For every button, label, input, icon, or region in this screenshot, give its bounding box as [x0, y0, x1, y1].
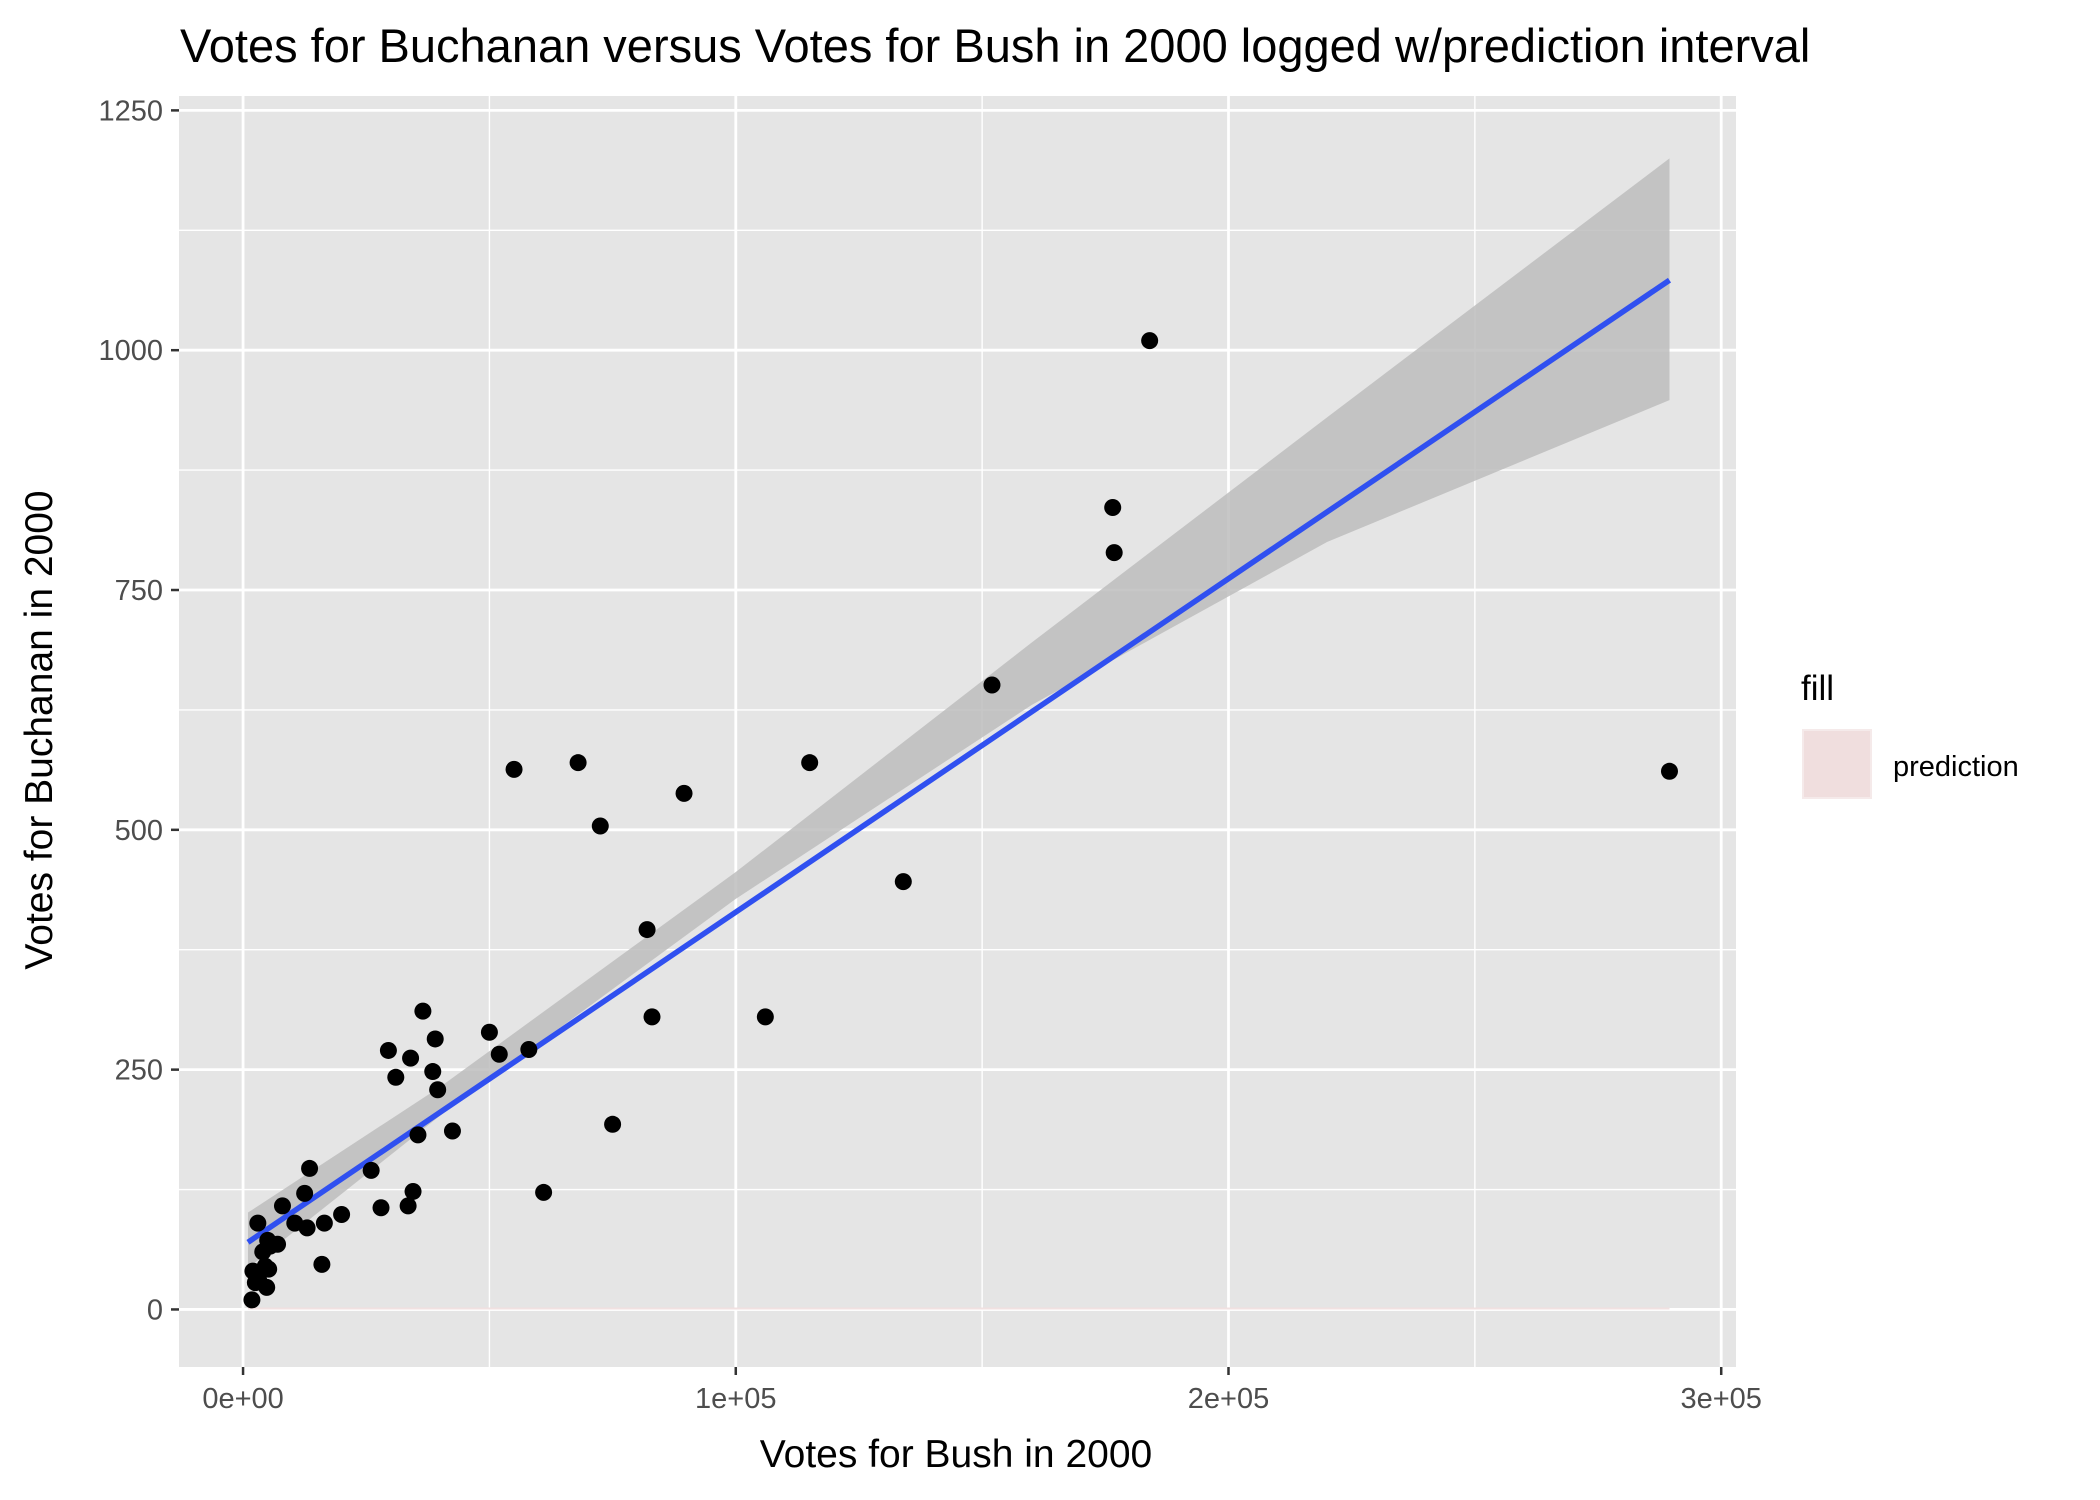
chart-title: Votes for Buchanan versus Votes for Bush…	[180, 19, 1810, 72]
data-point	[569, 754, 587, 772]
data-point	[429, 1081, 447, 1099]
data-point	[1660, 762, 1678, 780]
data-point	[249, 1214, 267, 1232]
data-point	[258, 1278, 276, 1296]
y-tick-label: 500	[115, 815, 163, 847]
data-point	[675, 784, 693, 802]
data-point	[399, 1197, 417, 1215]
data-point	[409, 1126, 427, 1144]
data-point	[480, 1023, 498, 1041]
data-point	[362, 1161, 380, 1179]
data-point	[387, 1068, 405, 1086]
x-tick-label: 2e+05	[1188, 1383, 1269, 1415]
data-point	[414, 1002, 432, 1020]
major-gridlines	[179, 96, 1736, 1367]
data-point	[505, 760, 523, 778]
y-tick-label: 1000	[98, 335, 163, 367]
data-point	[379, 1041, 397, 1059]
data-point	[490, 1045, 508, 1063]
regression-fit-line	[246, 277, 1672, 1245]
y-axis: 0 250 500 750 1000 1250	[98, 95, 179, 1326]
data-point	[296, 1184, 314, 1202]
x-tick-label: 3e+05	[1680, 1383, 1761, 1415]
data-point	[1141, 332, 1159, 350]
data-point	[591, 817, 609, 835]
data-point	[756, 1008, 774, 1026]
x-axis-label: Votes for Bush in 2000	[760, 1433, 1152, 1476]
data-point	[273, 1197, 291, 1215]
data-point	[260, 1260, 278, 1278]
y-axis-label: Votes for Buchanan in 2000	[18, 490, 61, 969]
y-tick-label: 1250	[98, 95, 163, 127]
data-point	[243, 1291, 261, 1309]
data-point	[894, 873, 912, 891]
legend-label-prediction: prediction	[1893, 751, 2019, 783]
data-point	[313, 1255, 331, 1273]
data-point	[424, 1063, 442, 1081]
data-point	[402, 1049, 420, 1067]
data-point	[315, 1214, 333, 1232]
data-point	[604, 1115, 622, 1133]
data-point	[801, 754, 819, 772]
legend-key-prediction	[1802, 729, 1872, 799]
x-axis: 0e+00 1e+05 2e+05 3e+05	[202, 1367, 1762, 1415]
data-point	[535, 1183, 553, 1201]
fit-line-layer	[246, 277, 1672, 1245]
data-point	[643, 1008, 661, 1026]
confidence-band	[247, 158, 1670, 1269]
legend-title: fill	[1801, 669, 1834, 708]
x-tick-label: 0e+00	[202, 1383, 283, 1415]
data-point	[443, 1122, 461, 1140]
x-tick-label: 1e+05	[695, 1383, 776, 1415]
data-points	[243, 332, 1678, 1309]
data-point	[1104, 499, 1122, 517]
y-tick-label: 750	[115, 575, 163, 607]
data-point	[372, 1199, 390, 1217]
y-tick-label: 250	[115, 1055, 163, 1087]
legend: fill prediction	[1801, 669, 2019, 799]
y-tick-label: 0	[147, 1294, 163, 1326]
data-point	[333, 1205, 351, 1223]
data-point	[1105, 544, 1123, 562]
data-point	[301, 1159, 319, 1177]
data-point	[426, 1030, 444, 1048]
prediction-interval-layer	[247, 1307, 1670, 1310]
prediction-interval-ribbon	[247, 1307, 1670, 1310]
confidence-band-layer	[247, 158, 1670, 1269]
data-point	[298, 1219, 316, 1237]
data-point	[520, 1040, 538, 1058]
data-point	[983, 676, 1001, 694]
data-point	[638, 921, 656, 939]
data-point	[404, 1182, 422, 1200]
data-point	[254, 1243, 272, 1261]
